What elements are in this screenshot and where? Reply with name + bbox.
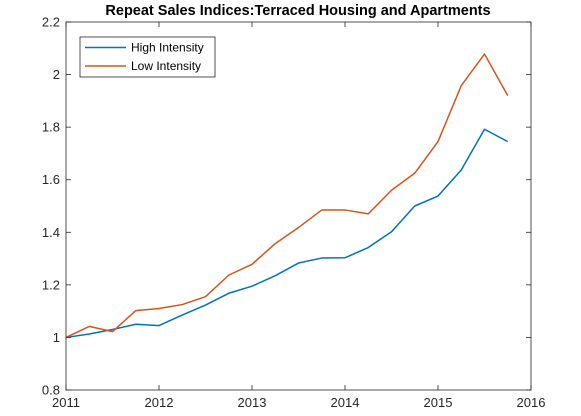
legend: High Intensity Low Intensity [79,36,216,78]
y-tick-label: 2.2 [42,15,60,30]
x-tick-label: 2011 [52,395,80,410]
y-tick-label: 1.4 [42,225,60,240]
series-layer [65,53,509,339]
plot-area [66,22,531,390]
y-tick-label: 1.2 [42,277,60,292]
legend-label-high-intensity: High Intensity [131,41,204,55]
y-tick-label: 1.8 [42,120,60,135]
x-tick-label: 2014 [331,395,360,410]
y-tick-label: 0.8 [42,383,60,398]
series-line-low-intensity [65,53,509,339]
y-tick-label: 1 [53,330,60,345]
legend-label-low-intensity: Low Intensity [131,59,201,73]
y-tick-label: 1.6 [42,172,60,187]
x-tick-label: 2016 [517,395,546,410]
axes-box [65,21,532,391]
axes-layer: 2011 2012 2013 2014 2015 2016 0.8 1 1.2 1.4 1.6 1.8… [42,15,546,411]
legend-box [79,36,216,78]
y-tick-label: 2 [53,67,60,82]
x-tick-label: 2015 [424,395,453,410]
series-line-high-intensity [65,128,509,339]
x-tick-label: 2013 [238,395,267,410]
x-tick-label: 2012 [145,395,174,410]
chart-title: Repeat Sales Indices:Terraced Housing an… [105,3,490,19]
